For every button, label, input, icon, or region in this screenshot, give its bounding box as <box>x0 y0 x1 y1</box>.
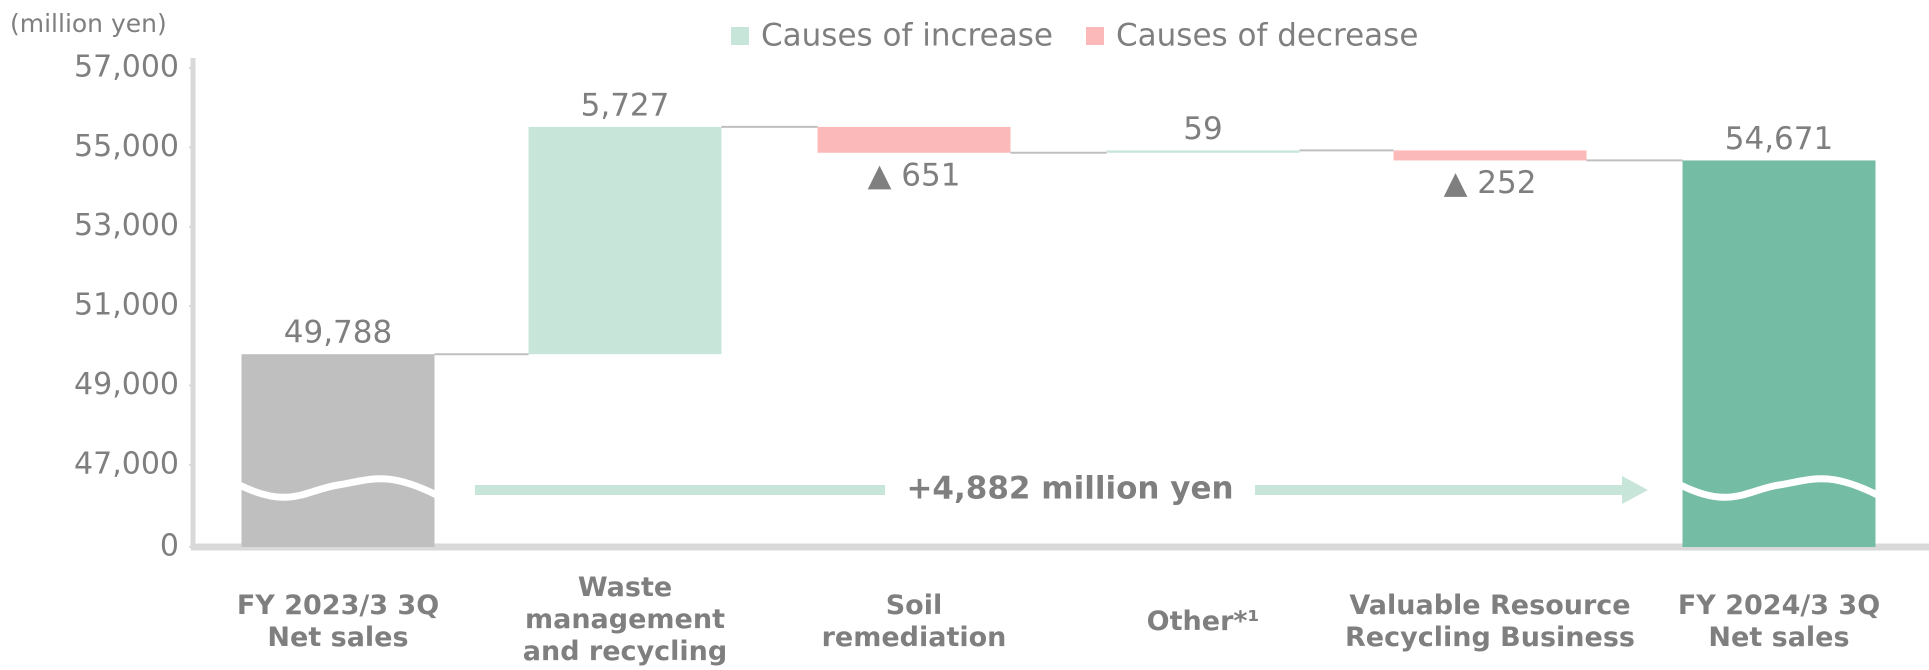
x-tick-line: Other*¹ <box>1147 606 1260 637</box>
x-tick-line: and recycling <box>523 636 727 667</box>
x-tick-line: Net sales <box>1708 622 1849 653</box>
unit-label: (million yen) <box>10 9 167 38</box>
bar <box>1106 150 1300 153</box>
bar <box>817 126 1011 153</box>
y-tick-label: 55,000 <box>74 129 179 164</box>
value-label: ▲ 252 <box>1444 165 1537 201</box>
annotation: +4,882 million yen <box>906 471 1233 507</box>
value-label: 59 <box>1183 111 1222 147</box>
value-label: ▲ 651 <box>868 157 961 193</box>
bar <box>528 126 722 355</box>
x-tick-label: Soil remediation <box>822 590 1007 653</box>
x-tick-line: management <box>525 604 725 635</box>
y-tick-label: 0 <box>160 529 179 564</box>
y-tick-label: 49,000 <box>74 367 179 402</box>
x-tick-line: Soil <box>886 590 943 621</box>
x-tick-label: Waste management and recycling <box>523 572 727 667</box>
bar <box>241 354 435 547</box>
legend-label: Causes of decrease <box>1116 18 1418 54</box>
axis-break <box>237 475 439 501</box>
x-tick-label: Valuable Resource Recycling Business <box>1345 590 1635 653</box>
legend-label: Causes of increase <box>761 18 1053 54</box>
value-label: 54,671 <box>1725 121 1833 157</box>
x-tick-line: FY 2023/3 3Q <box>237 590 439 621</box>
arrow-head <box>1622 476 1648 504</box>
x-tick-label: Other*¹ <box>1147 606 1260 637</box>
legend-swatch <box>1086 27 1104 45</box>
x-tick-line: Valuable Resource <box>1349 590 1630 621</box>
x-tick-line: remediation <box>822 622 1007 653</box>
value-label: 49,788 <box>284 315 392 351</box>
x-tick-label: FY 2023/3 3Q Net sales <box>237 590 439 653</box>
y-tick-label: 51,000 <box>74 288 179 323</box>
x-tick-line: Waste <box>578 572 672 603</box>
x-tick-line: Net sales <box>267 622 408 653</box>
x-tick-label: FY 2024/3 3Q Net sales <box>1678 590 1880 653</box>
y-tick-label: 53,000 <box>74 208 179 243</box>
x-tick-line: FY 2024/3 3Q <box>1678 590 1880 621</box>
legend-swatch <box>731 27 749 45</box>
value-label: 5,727 <box>581 87 670 123</box>
x-tick-line: Recycling Business <box>1345 622 1635 653</box>
y-tick-label: 47,000 <box>74 446 179 481</box>
y-tick-label: 57,000 <box>74 50 179 85</box>
axis-break <box>1678 475 1880 501</box>
bar <box>1393 150 1587 161</box>
bar <box>1682 160 1876 547</box>
